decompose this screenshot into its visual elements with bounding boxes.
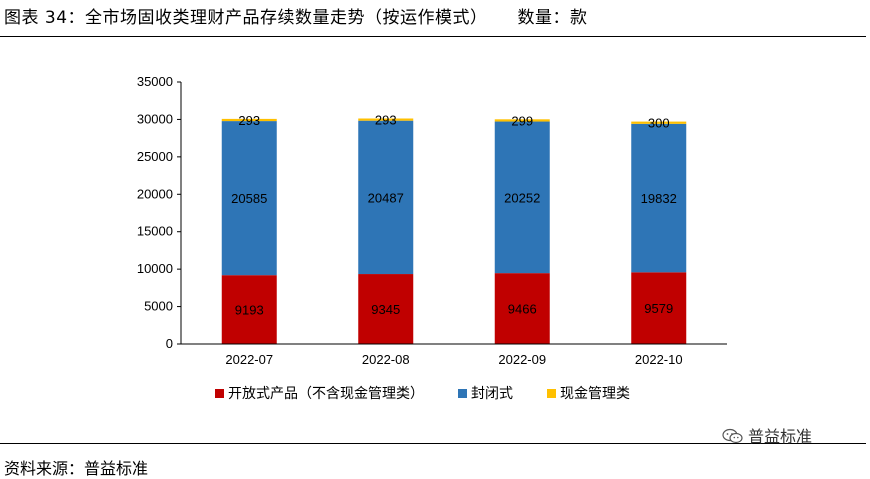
data-label: 9466: [508, 302, 537, 317]
bar-segment: [221, 121, 277, 276]
data-label: 299: [511, 113, 533, 128]
watermark-text: 普益标准: [748, 427, 813, 446]
data-label: 19832: [641, 191, 677, 206]
bar-segment: [358, 118, 414, 121]
legend-item: 开放式产品（不含现金管理类）: [215, 383, 424, 403]
bar-segment: [494, 273, 550, 344]
data-label: 293: [375, 112, 397, 127]
data-label: 9345: [371, 302, 400, 317]
bar-segment: [358, 274, 414, 344]
bar-segment: [631, 121, 687, 124]
legend-item: 现金管理类: [547, 383, 630, 403]
top-rule: [0, 36, 866, 37]
data-label-group: 9193 20585 293 9345 20487 293 9466 20252 299 9579…: [231, 112, 677, 317]
data-label: 300: [648, 116, 670, 131]
data-label: 293: [238, 113, 260, 128]
chart-legend: 开放式产品（不含现金管理类） 封闭式 现金管理类: [215, 383, 630, 403]
watermark: 普益标准: [722, 423, 812, 447]
legend-label: 开放式产品（不含现金管理类）: [228, 386, 424, 402]
y-tick-label: 35000: [137, 74, 173, 89]
y-tick-label: 10000: [137, 261, 173, 276]
data-label: 20585: [231, 191, 267, 206]
x-tick-label: 2022-07: [225, 352, 273, 367]
bar-segment: [221, 118, 277, 122]
bar-group: [221, 118, 687, 344]
y-tick-label: 15000: [137, 224, 173, 239]
y-tick-label: 25000: [137, 149, 173, 164]
y-tick-label: 20000: [137, 186, 173, 201]
x-tick-label: 2022-09: [498, 352, 546, 367]
y-tick-label: 0: [166, 336, 173, 351]
legend-swatch: [458, 388, 467, 398]
source-note: 资料来源：普益标准: [4, 459, 149, 478]
bar-segment: [358, 120, 414, 275]
chart-title: 图表 34：全市场固收类理财产品存续数量走势（按运作模式） 数量：款: [4, 3, 588, 28]
data-label: 20487: [368, 190, 404, 205]
units-label: 数量：款: [517, 8, 588, 28]
figure-title: 图表 34：全市场固收类理财产品存续数量走势（按运作模式）: [4, 8, 488, 28]
legend-label: 现金管理类: [560, 386, 630, 402]
bar-segment: [631, 123, 687, 273]
wechat-icon: [722, 428, 744, 444]
legend-swatch: [547, 388, 556, 398]
bar-segment: [631, 272, 687, 344]
data-label: 20252: [504, 190, 540, 205]
bottom-rule: [0, 443, 866, 444]
x-tick-label: 2022-08: [362, 352, 410, 367]
axes-group: 2022-07 2022-08 2022-09 2022-10 0 5000 10000 15…: [137, 74, 727, 367]
stacked-bar-chart: 9193 20585 293 9345 20487 293 9466 20252 299 9579…: [137, 74, 727, 367]
legend-swatch: [215, 388, 224, 398]
bar-segment: [494, 119, 550, 122]
bar-segment: [494, 121, 550, 274]
x-tick-label: 2022-10: [635, 352, 683, 367]
y-tick-label: 30000: [137, 111, 173, 126]
y-tick-label: 5000: [144, 299, 173, 314]
data-label: 9579: [644, 301, 673, 316]
bar-segment: [221, 275, 277, 344]
legend-item: 封闭式: [458, 383, 513, 403]
data-label: 9193: [235, 303, 264, 318]
legend-label: 封闭式: [471, 386, 513, 402]
